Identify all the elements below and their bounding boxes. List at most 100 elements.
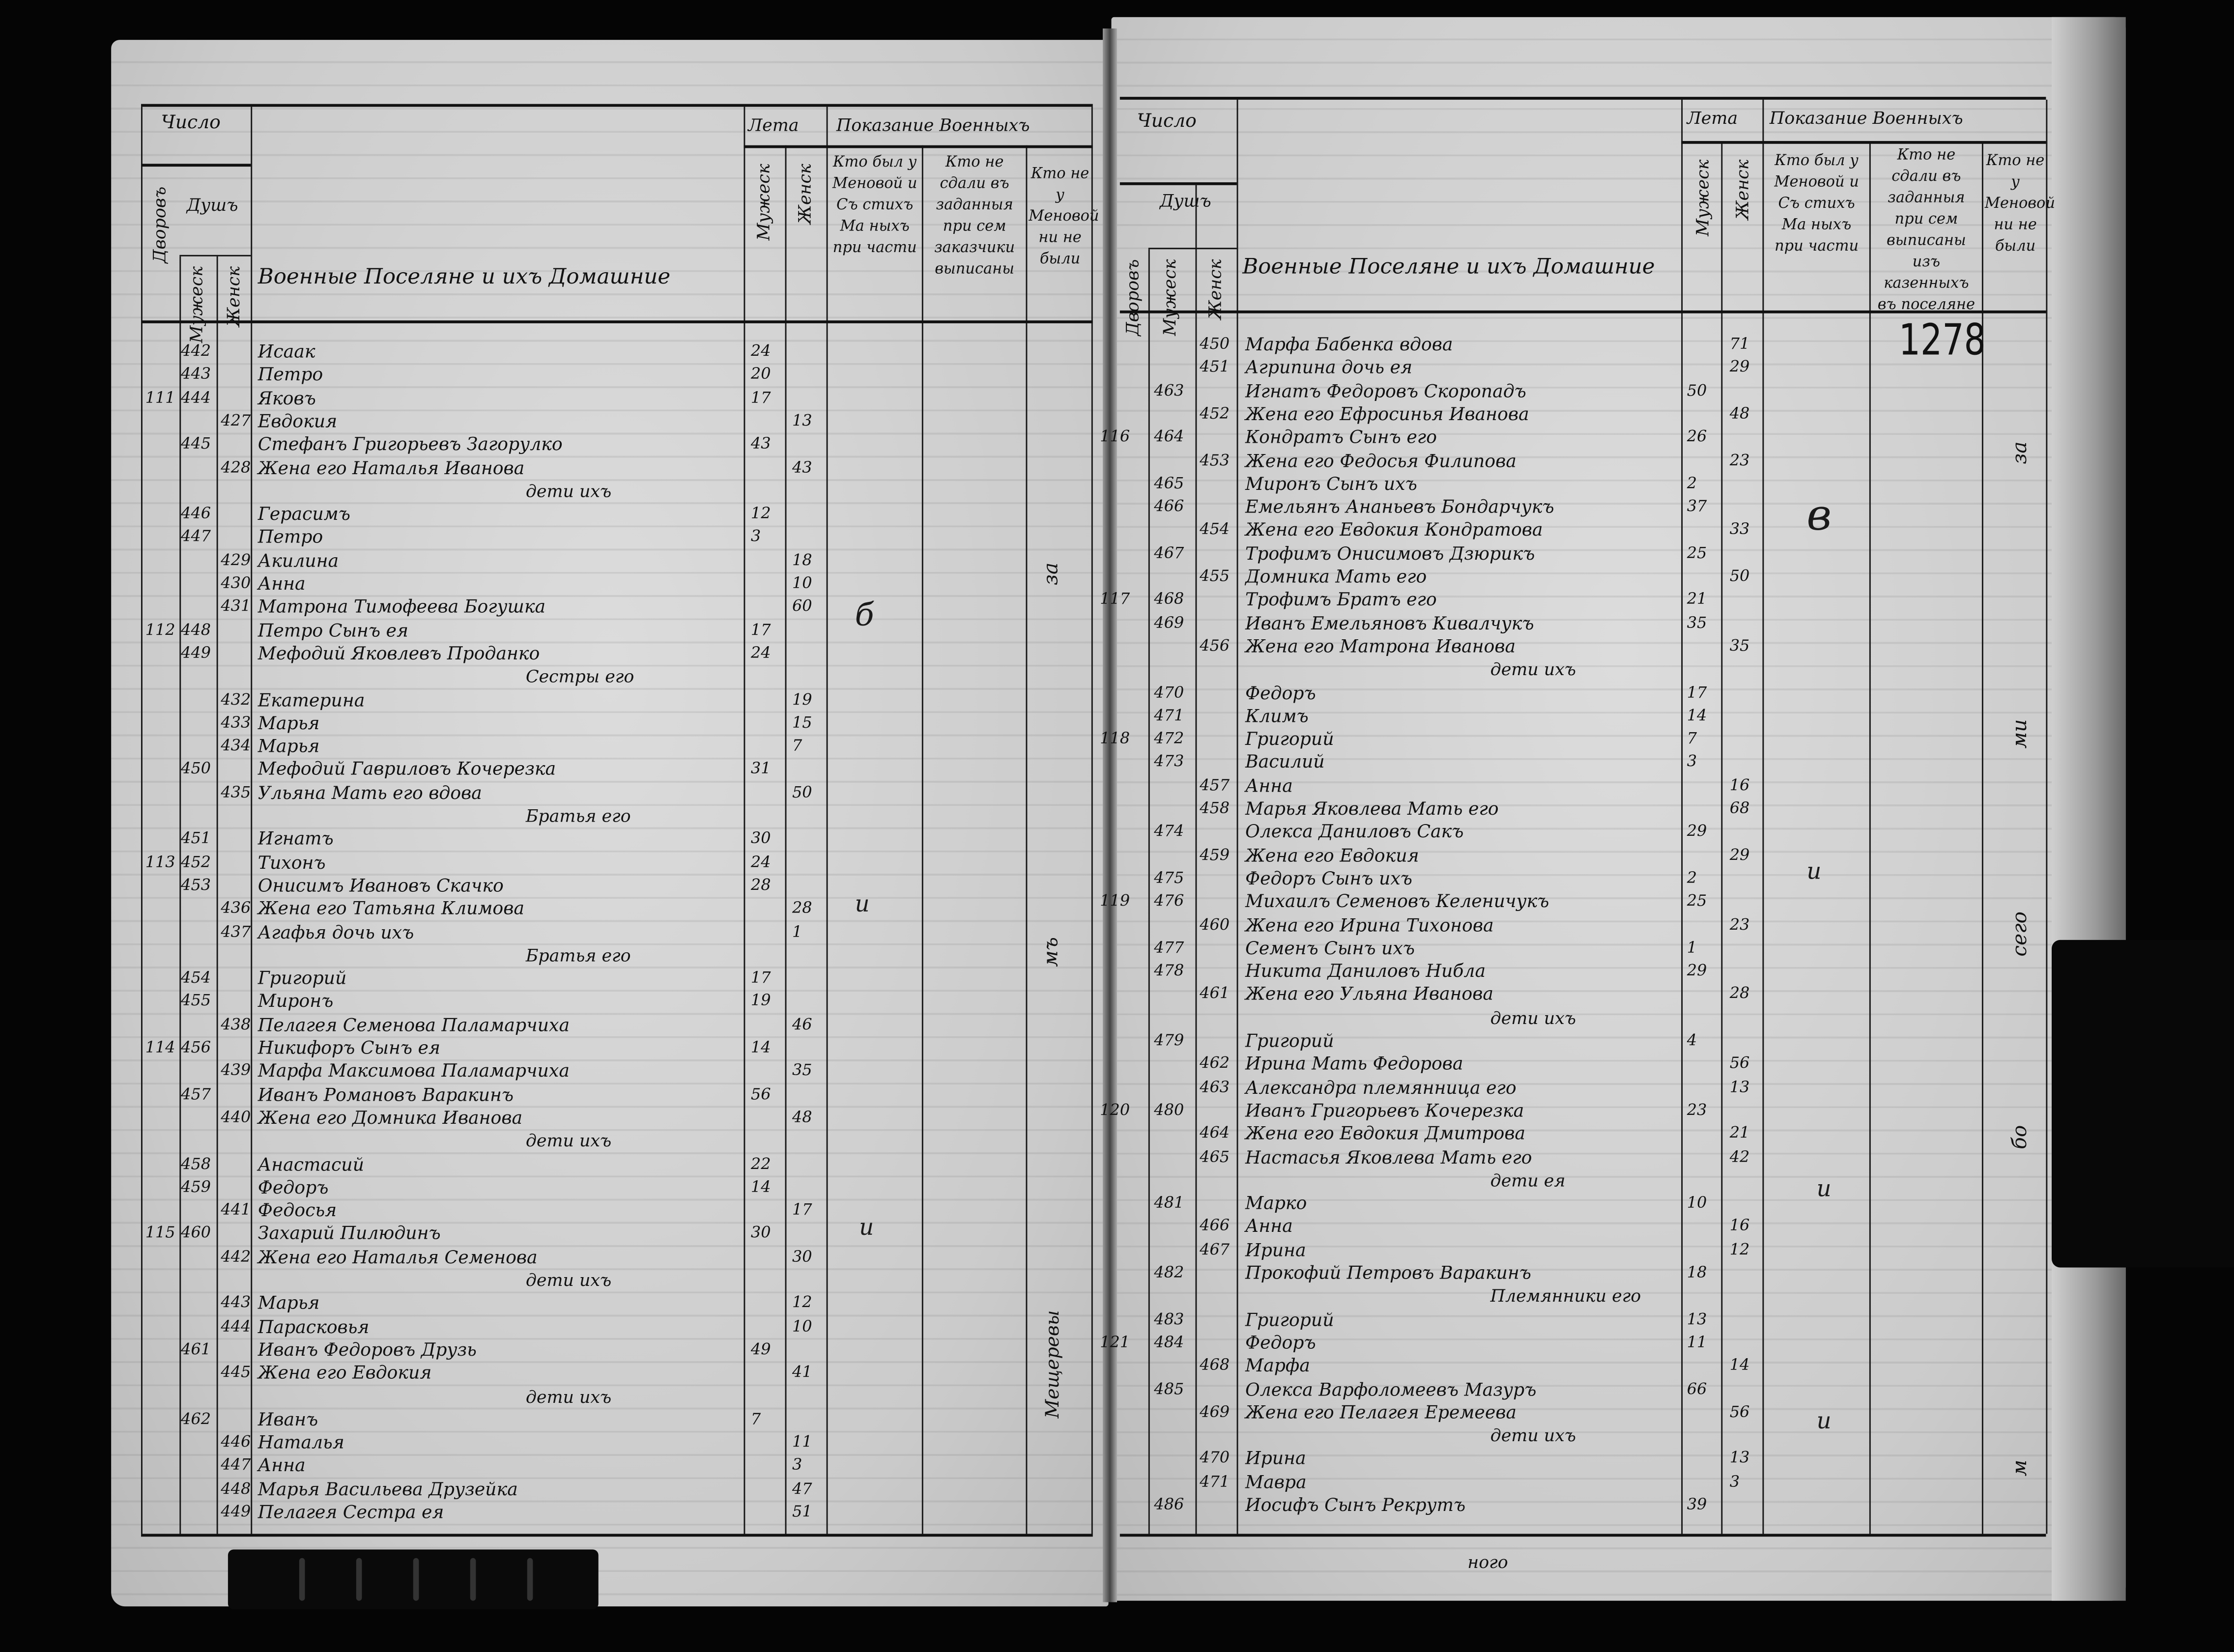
male-number: 442: [181, 342, 211, 361]
table-row: 470 Ирина 13: [1120, 1448, 2046, 1471]
yard-number: 111: [145, 388, 175, 407]
male-age: 14: [750, 1177, 771, 1196]
right-page: [1111, 17, 2126, 1601]
male-number: 457: [181, 1084, 211, 1104]
male-age: 24: [750, 342, 771, 361]
male-number: 472: [1154, 729, 1184, 748]
female-number: 446: [221, 1432, 251, 1452]
table-row: 464 Жена его Евдокия Дмитрова 21: [1120, 1122, 2046, 1145]
table-row: 462 Ирина Мать Федорова 56: [1120, 1053, 2046, 1076]
person-name: Марья: [258, 1292, 320, 1314]
person-name: Марья Васильева Друзейка: [258, 1478, 518, 1500]
header-col-b: Кто не сдали въ заданныя при сем выписан…: [1877, 146, 1976, 313]
person-name: Петро Сынъ ея: [258, 619, 408, 641]
female-number: 442: [221, 1247, 251, 1266]
margin-note: и: [1806, 857, 1822, 884]
header-yards: Дворовъ: [1122, 259, 1143, 336]
table-row: 449 Мефодий Яковлевъ Проданко 24: [141, 642, 1093, 665]
female-number: 429: [221, 550, 251, 570]
person-name: Игнатъ Федоровъ Скоропадъ: [1245, 379, 1526, 401]
table-row: 452 Жена его Ефросинья Иванова 48: [1120, 403, 2046, 426]
table-row: 114 456 Никифоръ Сынъ ея 14: [141, 1037, 1093, 1060]
male-number: 461: [181, 1339, 211, 1359]
male-number: 450: [181, 759, 211, 778]
female-age: 21: [1729, 1124, 1750, 1142]
person-name: Прокофий Петровъ Варакинъ: [1245, 1261, 1531, 1283]
person-name: Трофимъ Онисимовъ Дзюрикъ: [1245, 542, 1535, 564]
person-name: Кондратъ Сынъ его: [1245, 426, 1437, 448]
male-number: 460: [181, 1224, 211, 1243]
margin-note: и: [859, 1213, 874, 1241]
person-name: Никита Даниловъ Нибла: [1245, 960, 1486, 982]
male-age: 31: [750, 759, 771, 778]
header-female: Женск: [1205, 259, 1226, 320]
yard-number: 121: [1100, 1333, 1130, 1352]
male-age: 22: [750, 1154, 771, 1173]
male-age: 17: [750, 620, 771, 639]
person-name: Никифоръ Сынъ ея: [258, 1036, 441, 1058]
table-row: 439 Марфа Максимова Паламарчиха 35: [141, 1060, 1093, 1083]
person-name: Жена его Пелагея Еремеева: [1245, 1401, 1517, 1423]
person-name: Григорий: [1245, 1029, 1334, 1051]
table-row: 456 Жена его Матрона Иванова 35: [1120, 635, 2046, 658]
male-number: 484: [1154, 1333, 1184, 1352]
male-age: 39: [1687, 1495, 1707, 1514]
subheading-row: Сестры его: [141, 665, 1093, 688]
person-name: Анна: [1245, 1215, 1293, 1237]
yard-number: 113: [145, 852, 175, 871]
table-row: 473 Василий 3: [1120, 751, 2046, 774]
female-age: 43: [792, 457, 812, 477]
person-name: Жена его Наталья Иванова: [258, 456, 525, 478]
male-age: 17: [1687, 683, 1707, 702]
male-number: 459: [181, 1177, 211, 1196]
person-name: Агрипина дочь ея: [1245, 356, 1413, 378]
male-number: 467: [1154, 543, 1184, 562]
table-row: 448 Марья Васильева Друзейка 47: [141, 1478, 1093, 1501]
person-name: Парасковья: [258, 1315, 370, 1337]
person-name: Федоръ: [1245, 681, 1316, 703]
person-name: Жена его Ульяна Иванова: [1245, 983, 1493, 1005]
female-number: 464: [1200, 1124, 1230, 1142]
table-row: 465 Миронъ Сынъ ихъ 2: [1120, 473, 2046, 496]
person-name: Марья: [258, 735, 320, 757]
table-row: 113 452 Тихонъ 24: [141, 851, 1093, 874]
table-row: 461 Жена его Ульяна Иванова 28: [1120, 983, 2046, 1006]
person-name: Мефодий Гавриловъ Кочерезка: [258, 758, 556, 780]
table-row: 443 Марья 12: [141, 1292, 1093, 1315]
table-row: 462 Иванъ 7: [141, 1408, 1093, 1431]
male-age: 30: [750, 1224, 771, 1243]
left-page: [111, 40, 1109, 1607]
male-number: 458: [181, 1154, 211, 1173]
header-col-c: Кто не у Меновой ни не были: [1029, 165, 1099, 268]
male-age: 7: [750, 1409, 761, 1428]
table-row: 455 Миронъ 19: [141, 990, 1093, 1013]
margin-note: б: [855, 598, 874, 634]
male-age: 20: [750, 365, 771, 384]
person-name: Олекса Даниловъ Сакъ: [1245, 821, 1464, 842]
table-row: 454 Жена его Евдокия Кондратова 33: [1120, 519, 2046, 542]
book-tab: [2051, 940, 2234, 1268]
female-number: 428: [221, 457, 251, 477]
female-age: 10: [792, 1316, 812, 1336]
name-cell: Сестры его: [525, 666, 634, 687]
female-age: 35: [792, 1061, 812, 1080]
male-age: 49: [750, 1339, 771, 1359]
table-row: 451 Агрипина дочь ея 29: [1120, 356, 2046, 379]
page-edges: [2051, 17, 2126, 1601]
person-name: Жена его Татьяна Климова: [258, 897, 524, 919]
header-col-b: Кто не сдали въ заданныя при сем заказчи…: [934, 154, 1015, 278]
table-row: 482 Прокофий Петровъ Варакинъ 18: [1120, 1262, 2046, 1285]
table-row: 434 Марья 7: [141, 735, 1093, 758]
female-age: 48: [792, 1108, 812, 1127]
header-col-a: Кто был у Меновой и Съ стихъ Ма ныхъ при…: [832, 154, 917, 256]
table-row: 438 Пелагея Семенова Паламарчиха 46: [141, 1014, 1093, 1037]
female-age: 46: [792, 1015, 812, 1034]
female-age: 35: [1729, 636, 1750, 655]
subheading-row: дети ихъ: [1120, 658, 2046, 682]
male-age: 23: [1687, 1101, 1707, 1119]
table-row: 469 Иванъ Емельяновъ Кивалчукъ 35: [1120, 612, 2046, 635]
male-number: 448: [181, 620, 211, 639]
female-number: 457: [1200, 775, 1230, 795]
header-male: Мужеск: [186, 266, 207, 343]
table-row: 458 Анастасий 22: [141, 1153, 1093, 1176]
